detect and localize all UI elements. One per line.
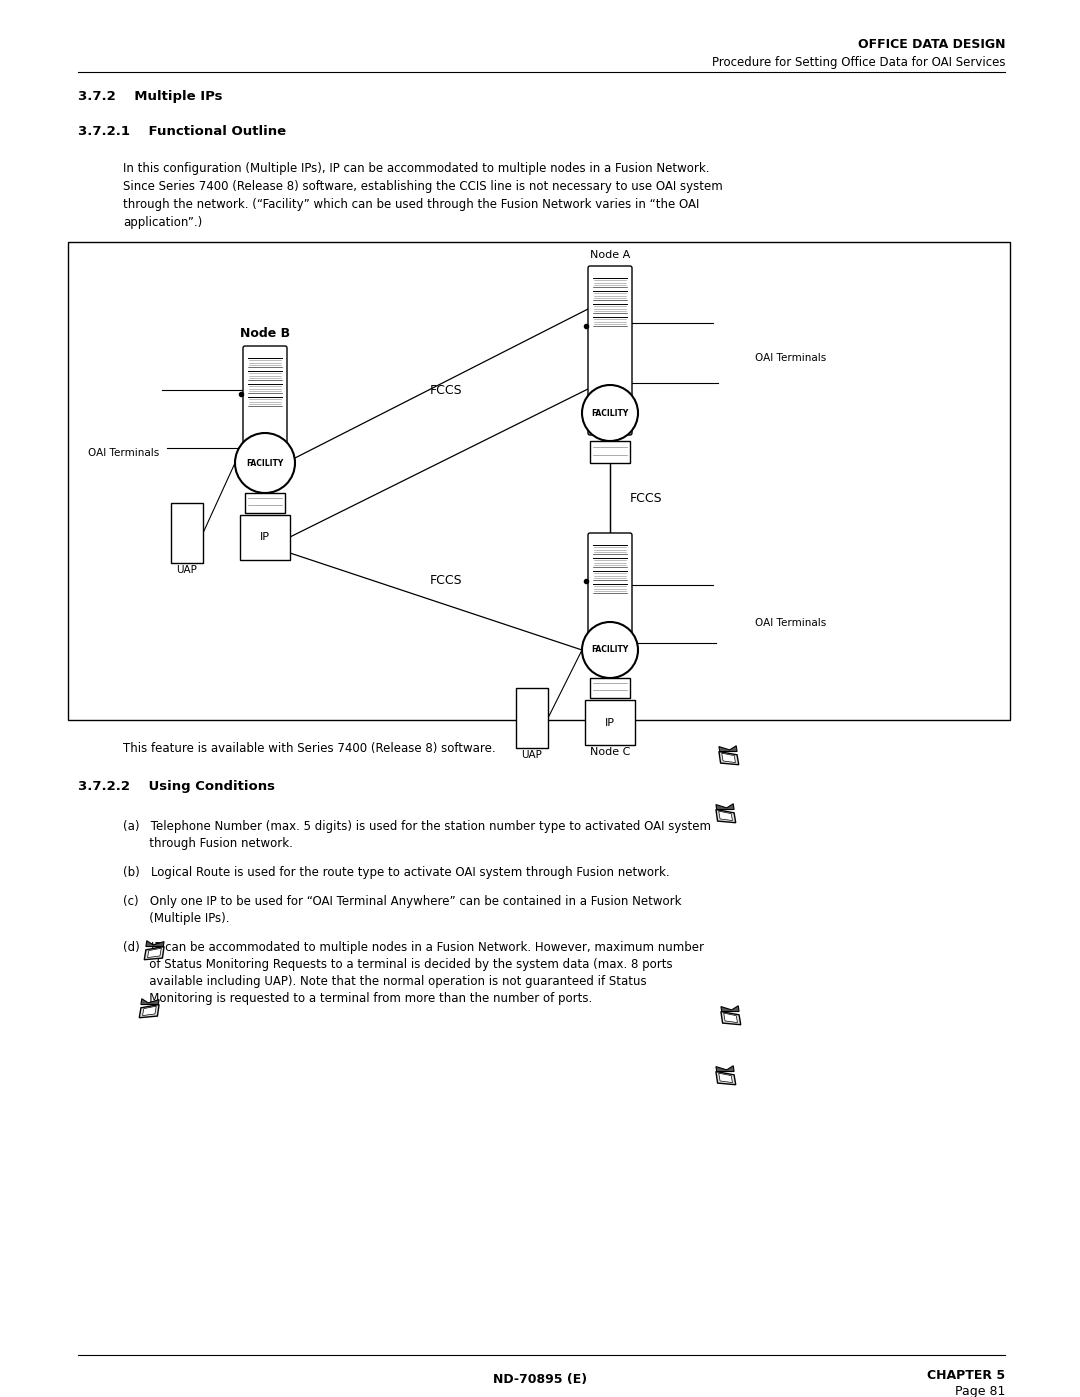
Bar [516,687,548,747]
Text: FACILITY: FACILITY [592,645,629,655]
Circle shape [582,386,638,441]
Polygon shape [716,1071,735,1084]
Text: 3.7.2.2    Using Conditions: 3.7.2.2 Using Conditions [78,780,275,793]
Text: IP: IP [605,718,615,728]
Text: OAI Terminals: OAI Terminals [755,617,826,629]
Polygon shape [721,1006,739,1011]
Bar [590,678,630,698]
Text: OAI Terminals: OAI Terminals [755,353,826,363]
Text: UAP: UAP [522,750,542,760]
Text: available including UAP). Note that the normal operation is not guaranteed if St: available including UAP). Note that the … [123,975,647,988]
Text: OFFICE DATA DESIGN: OFFICE DATA DESIGN [858,38,1005,52]
Text: (d)   IP can be accommodated to multiple nodes in a Fusion Network. However, max: (d) IP can be accommodated to multiple n… [123,942,704,954]
Text: through Fusion network.: through Fusion network. [123,837,293,849]
Text: (Multiple IPs).: (Multiple IPs). [123,912,229,925]
Polygon shape [146,940,164,947]
Bar [590,441,630,462]
FancyBboxPatch shape [243,346,287,481]
Text: through the network. (“Facility” which can be used through the Fusion Network va: through the network. (“Facility” which c… [123,198,700,211]
Polygon shape [148,949,161,957]
Polygon shape [724,1013,738,1023]
Text: 3.7.2    Multiple IPs: 3.7.2 Multiple IPs [78,89,222,103]
Bar [585,700,635,745]
Polygon shape [718,812,732,820]
Text: Node A: Node A [590,250,630,260]
Text: Node B: Node B [240,327,291,339]
Text: FCCS: FCCS [630,493,663,506]
Bar [68,242,1010,719]
Text: Monitoring is requested to a terminal from more than the number of ports.: Monitoring is requested to a terminal fr… [123,992,592,1004]
Text: In this configuration (Multiple IPs), IP can be accommodated to multiple nodes i: In this configuration (Multiple IPs), IP… [123,162,710,175]
Polygon shape [719,746,737,752]
Polygon shape [140,999,159,1004]
Text: IP: IP [260,532,270,542]
FancyBboxPatch shape [588,265,632,434]
Polygon shape [139,1004,159,1018]
Text: FACILITY: FACILITY [246,458,284,468]
Text: Node C: Node C [590,747,631,757]
Polygon shape [145,947,164,960]
Polygon shape [721,753,735,763]
Polygon shape [716,809,735,823]
Text: Page 81: Page 81 [955,1384,1005,1397]
Text: FCCS: FCCS [430,384,462,397]
Text: Procedure for Setting Office Data for OAI Services: Procedure for Setting Office Data for OA… [712,56,1005,68]
Polygon shape [719,752,739,764]
Bar [171,503,203,563]
Text: 3.7.2.1    Functional Outline: 3.7.2.1 Functional Outline [78,124,286,138]
FancyBboxPatch shape [588,534,632,666]
Text: (a)   Telephone Number (max. 5 digits) is used for the station number type to ac: (a) Telephone Number (max. 5 digits) is … [123,820,711,833]
Circle shape [582,622,638,678]
Polygon shape [721,1011,741,1025]
Polygon shape [716,1066,734,1071]
Text: (c)   Only one IP to be used for “OAI Terminal Anywhere” can be contained in a F: (c) Only one IP to be used for “OAI Term… [123,895,681,908]
Text: OAI Terminals: OAI Terminals [87,448,159,458]
Polygon shape [716,803,734,809]
Text: of Status Monitoring Requests to a terminal is decided by the system data (max. : of Status Monitoring Requests to a termi… [123,958,673,971]
Text: FCCS: FCCS [430,574,462,587]
Polygon shape [718,1073,732,1083]
Text: (b)   Logical Route is used for the route type to activate OAI system through Fu: (b) Logical Route is used for the route … [123,866,670,879]
Text: ND-70895 (E): ND-70895 (E) [492,1373,588,1386]
Text: CHAPTER 5: CHAPTER 5 [927,1369,1005,1382]
Bar [240,515,291,560]
Bar [245,493,285,513]
Text: application”.): application”.) [123,217,202,229]
Circle shape [235,433,295,493]
Text: Since Series 7400 (Release 8) software, establishing the CCIS line is not necess: Since Series 7400 (Release 8) software, … [123,180,723,193]
Text: FACILITY: FACILITY [592,408,629,418]
Text: This feature is available with Series 7400 (Release 8) software.: This feature is available with Series 74… [123,742,496,754]
Text: UAP: UAP [176,564,198,576]
Polygon shape [143,1006,157,1016]
